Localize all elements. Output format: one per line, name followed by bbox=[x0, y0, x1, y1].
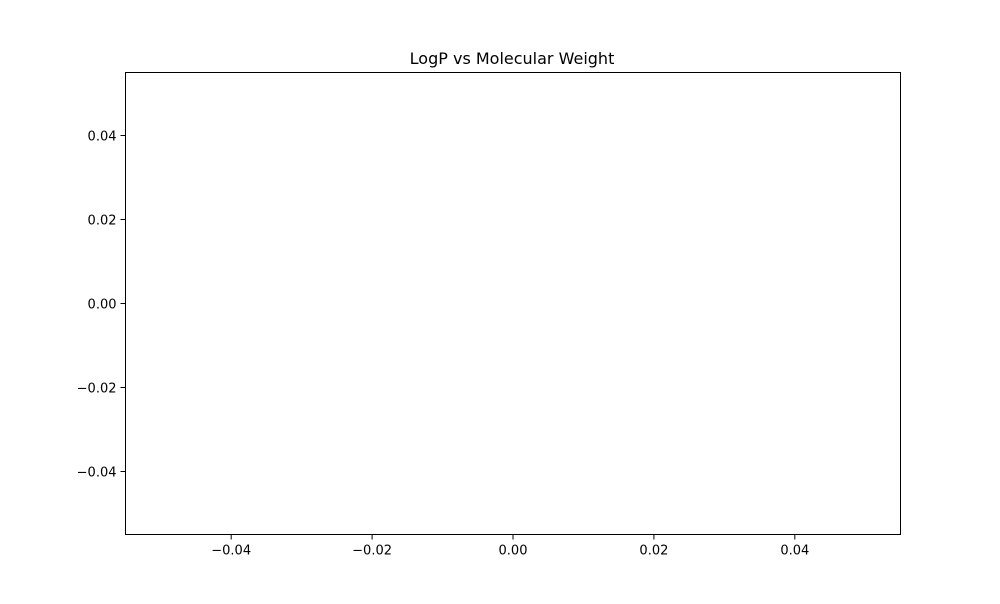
ticks-layer: −0.04 −0.02 0.00 0.02 0.04 −0.04 −0.02 0.00 0.02… bbox=[77, 130, 810, 559]
x-tick-label: 0.02 bbox=[639, 544, 668, 559]
y-tick-label: −0.04 bbox=[77, 466, 117, 481]
y-tick-label: 0.02 bbox=[88, 214, 117, 229]
x-tick-label: 0.04 bbox=[780, 544, 809, 559]
x-tick-label: −0.04 bbox=[211, 544, 251, 559]
x-tick-label: −0.02 bbox=[352, 544, 392, 559]
y-tick-label: −0.02 bbox=[77, 382, 117, 397]
y-tick-label: 0.04 bbox=[88, 130, 117, 145]
chart-title: LogP vs Molecular Weight bbox=[410, 49, 615, 68]
x-tick-label: 0.00 bbox=[499, 544, 528, 559]
y-tick-label: 0.00 bbox=[88, 298, 117, 313]
plot-area-frame bbox=[125, 72, 901, 535]
